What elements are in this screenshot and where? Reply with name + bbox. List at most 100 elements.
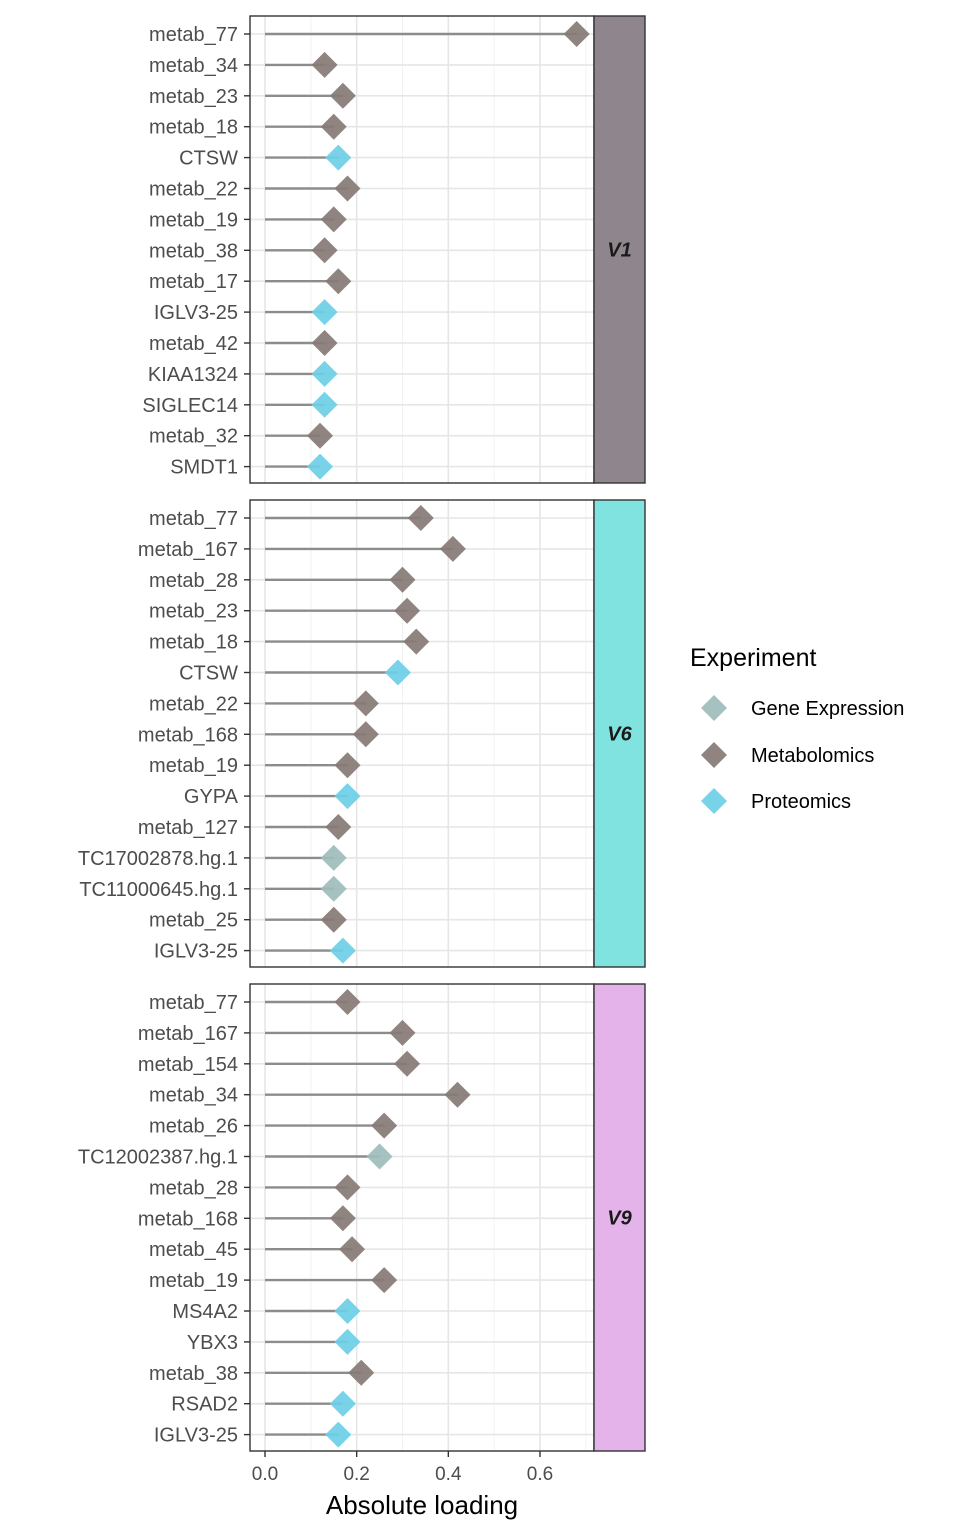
y-tick-label: TC11000645.hg.1	[79, 879, 238, 901]
point-metab_168	[329, 1205, 356, 1232]
y-tick-label: metab_38	[149, 240, 238, 262]
facet-strip	[593, 499, 646, 968]
facet-strip	[593, 15, 646, 484]
point-metab_154	[394, 1050, 421, 1077]
y-tick-label: metab_42	[149, 333, 238, 355]
y-tick-label: metab_25	[149, 910, 238, 932]
y-tick-label: KIAA1324	[148, 364, 238, 386]
point-kiaa1324	[311, 360, 338, 387]
legend-title: Experiment	[690, 644, 816, 672]
y-tick-label: metab_32	[149, 426, 238, 448]
point-metab_38	[348, 1359, 375, 1386]
y-tick-label: metab_45	[149, 1239, 238, 1261]
y-tick-label: IGLV3-25	[154, 941, 238, 963]
point-ms4a2	[334, 1298, 361, 1324]
legend-label: Metabolomics	[751, 745, 874, 767]
point-metab_34	[311, 51, 338, 78]
point-metab_127	[325, 814, 352, 840]
y-tick-label: metab_154	[138, 1054, 238, 1076]
y-tick-label: SIGLEC14	[142, 395, 238, 417]
y-tick-label: metab_167	[138, 539, 238, 561]
point-metab_18	[403, 628, 430, 655]
point-metab_34	[444, 1081, 471, 1108]
point-ybx3	[334, 1328, 361, 1355]
y-tick-label: metab_77	[149, 992, 238, 1014]
y-tick-label: CTSW	[179, 663, 238, 685]
y-tick-label: metab_19	[149, 1270, 238, 1292]
legend-key-proteomics	[701, 788, 727, 814]
point-metab_38	[311, 237, 338, 264]
y-tick-label: metab_127	[138, 817, 238, 839]
y-tick-label: MS4A2	[172, 1301, 238, 1323]
y-tick-label: metab_28	[149, 570, 238, 592]
y-tick-label: metab_168	[138, 1208, 238, 1230]
y-tick-label: IGLV3-25	[154, 1425, 238, 1447]
point-metab_77	[407, 505, 434, 531]
point-metab_22	[334, 175, 361, 202]
y-tick-label: GYPA	[184, 786, 239, 808]
y-tick-label: TC12002387.hg.1	[78, 1147, 238, 1169]
y-tick-label: metab_77	[149, 24, 238, 46]
point-metab_32	[306, 422, 333, 449]
legend-label: Proteomics	[751, 791, 851, 813]
point-metab_77	[563, 21, 590, 47]
point-metab_19	[371, 1267, 398, 1294]
y-tick-label: metab_38	[149, 1363, 238, 1385]
point-metab_77	[334, 989, 361, 1015]
point-metab_28	[389, 566, 416, 593]
point-gypa	[334, 783, 361, 810]
y-tick-label: metab_23	[149, 86, 238, 108]
x-tick-label: 0.6	[527, 1464, 553, 1485]
point-metab_28	[334, 1174, 361, 1201]
point-metab_168	[352, 721, 379, 748]
point-ctsw	[384, 659, 411, 686]
y-tick-label: metab_168	[138, 724, 238, 746]
y-tick-label: metab_34	[149, 1085, 238, 1107]
point-rsad2	[329, 1390, 356, 1417]
legend-key-gene-expression	[701, 695, 727, 721]
facet-panels: metab_77 metab_34 metab_23 metab_18 CTSW meta…	[78, 15, 646, 1452]
point-metab_17	[325, 268, 352, 295]
y-tick-label: metab_77	[149, 508, 238, 530]
y-tick-label: CTSW	[179, 148, 238, 170]
point-tc11000645.hg.1	[320, 875, 347, 902]
point-metab_167	[389, 1019, 416, 1046]
point-metab_22	[352, 690, 379, 717]
facet-strip	[593, 983, 646, 1452]
point-ctsw	[325, 144, 352, 171]
facet-strip-label: V9	[607, 1208, 632, 1230]
y-tick-label: TC17002878.hg.1	[78, 848, 238, 870]
y-tick-label: metab_26	[149, 1116, 238, 1138]
x-axis: 0.0 0.2 0.4 0.6	[252, 1451, 553, 1485]
y-tick-label: metab_28	[149, 1177, 238, 1199]
y-tick-label: metab_18	[149, 117, 238, 139]
x-axis-title: Absolute loading	[326, 1490, 518, 1520]
point-metab_26	[371, 1112, 398, 1139]
facet-strip-label: V1	[607, 240, 631, 262]
legend-label: Gene Expression	[751, 698, 904, 720]
point-metab_167	[439, 535, 466, 562]
y-tick-label: metab_23	[149, 601, 238, 623]
y-tick-label: YBX3	[187, 1332, 238, 1354]
y-tick-label: RSAD2	[171, 1394, 238, 1416]
y-tick-label: metab_18	[149, 632, 238, 654]
point-metab_19	[334, 752, 361, 779]
point-metab_19	[320, 206, 347, 233]
y-tick-label: metab_17	[149, 271, 238, 293]
point-metab_42	[311, 330, 338, 356]
x-tick-label: 0.0	[252, 1464, 278, 1485]
point-siglec14	[311, 391, 338, 418]
point-iglv3-25	[311, 299, 338, 326]
y-tick-label: SMDT1	[170, 457, 238, 479]
facet-panel-v9: metab_77 metab_167 metab_154 metab_34 metab_…	[78, 983, 646, 1452]
x-tick-label: 0.4	[435, 1464, 462, 1485]
facet-strip-label: V6	[607, 724, 632, 746]
y-tick-label: metab_34	[149, 55, 238, 77]
facet-panel-v1: metab_77 metab_34 metab_23 metab_18 CTSW meta…	[142, 15, 646, 484]
legend-key-metabolomics	[701, 742, 727, 768]
point-smdt1	[306, 453, 333, 480]
x-tick-label: 0.2	[343, 1464, 369, 1485]
y-tick-label: metab_167	[138, 1023, 238, 1045]
point-metab_25	[320, 906, 347, 933]
